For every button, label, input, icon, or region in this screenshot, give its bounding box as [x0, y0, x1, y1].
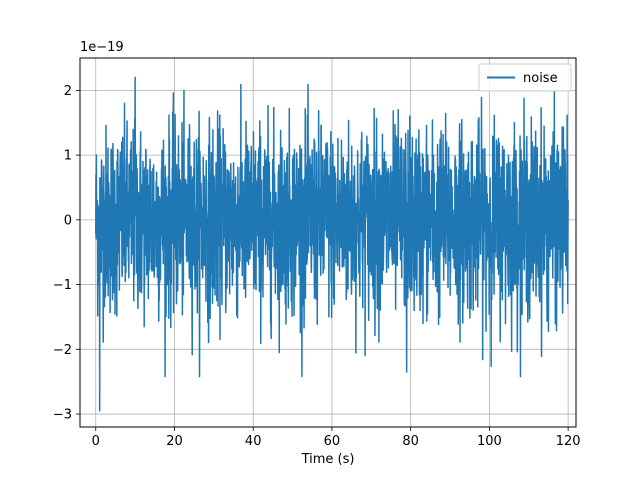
x-axis-label: Time (s): [301, 452, 355, 467]
y-axis-offset-text: 1e−19: [80, 40, 124, 55]
y-tick-label: −1: [53, 278, 72, 293]
x-tick-label: 100: [477, 434, 502, 449]
y-tick-label: 2: [64, 84, 72, 99]
axes-frame: [79, 57, 577, 428]
legend-box: [478, 63, 572, 92]
y-tick-label: 0: [64, 213, 72, 228]
series-line-noise: [95, 76, 569, 412]
series-layer: [95, 76, 569, 412]
x-tick-label: 40: [245, 434, 262, 449]
x-axis-ticks: 0 20 40 60 80 100 120: [92, 427, 581, 449]
legend: noise: [478, 63, 572, 92]
x-tick-label: 80: [402, 434, 419, 449]
x-tick-label: 0: [92, 434, 100, 449]
y-tick-label: −3: [53, 408, 72, 423]
x-tick-label: 20: [166, 434, 183, 449]
y-tick-label: −2: [53, 343, 72, 358]
y-axis-ticks: 2 1 0 −1 −2 −3: [53, 84, 80, 423]
x-tick-label: 60: [324, 434, 341, 449]
legend-label-noise: noise: [523, 71, 558, 86]
x-tick-label: 120: [556, 434, 581, 449]
y-tick-label: 1: [64, 149, 72, 164]
